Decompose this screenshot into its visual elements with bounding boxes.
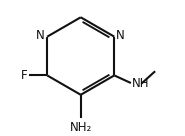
Text: N: N	[36, 29, 45, 42]
Text: N: N	[116, 29, 125, 42]
Text: F: F	[21, 69, 27, 82]
Text: NH: NH	[132, 77, 150, 90]
Text: NH₂: NH₂	[70, 121, 92, 134]
